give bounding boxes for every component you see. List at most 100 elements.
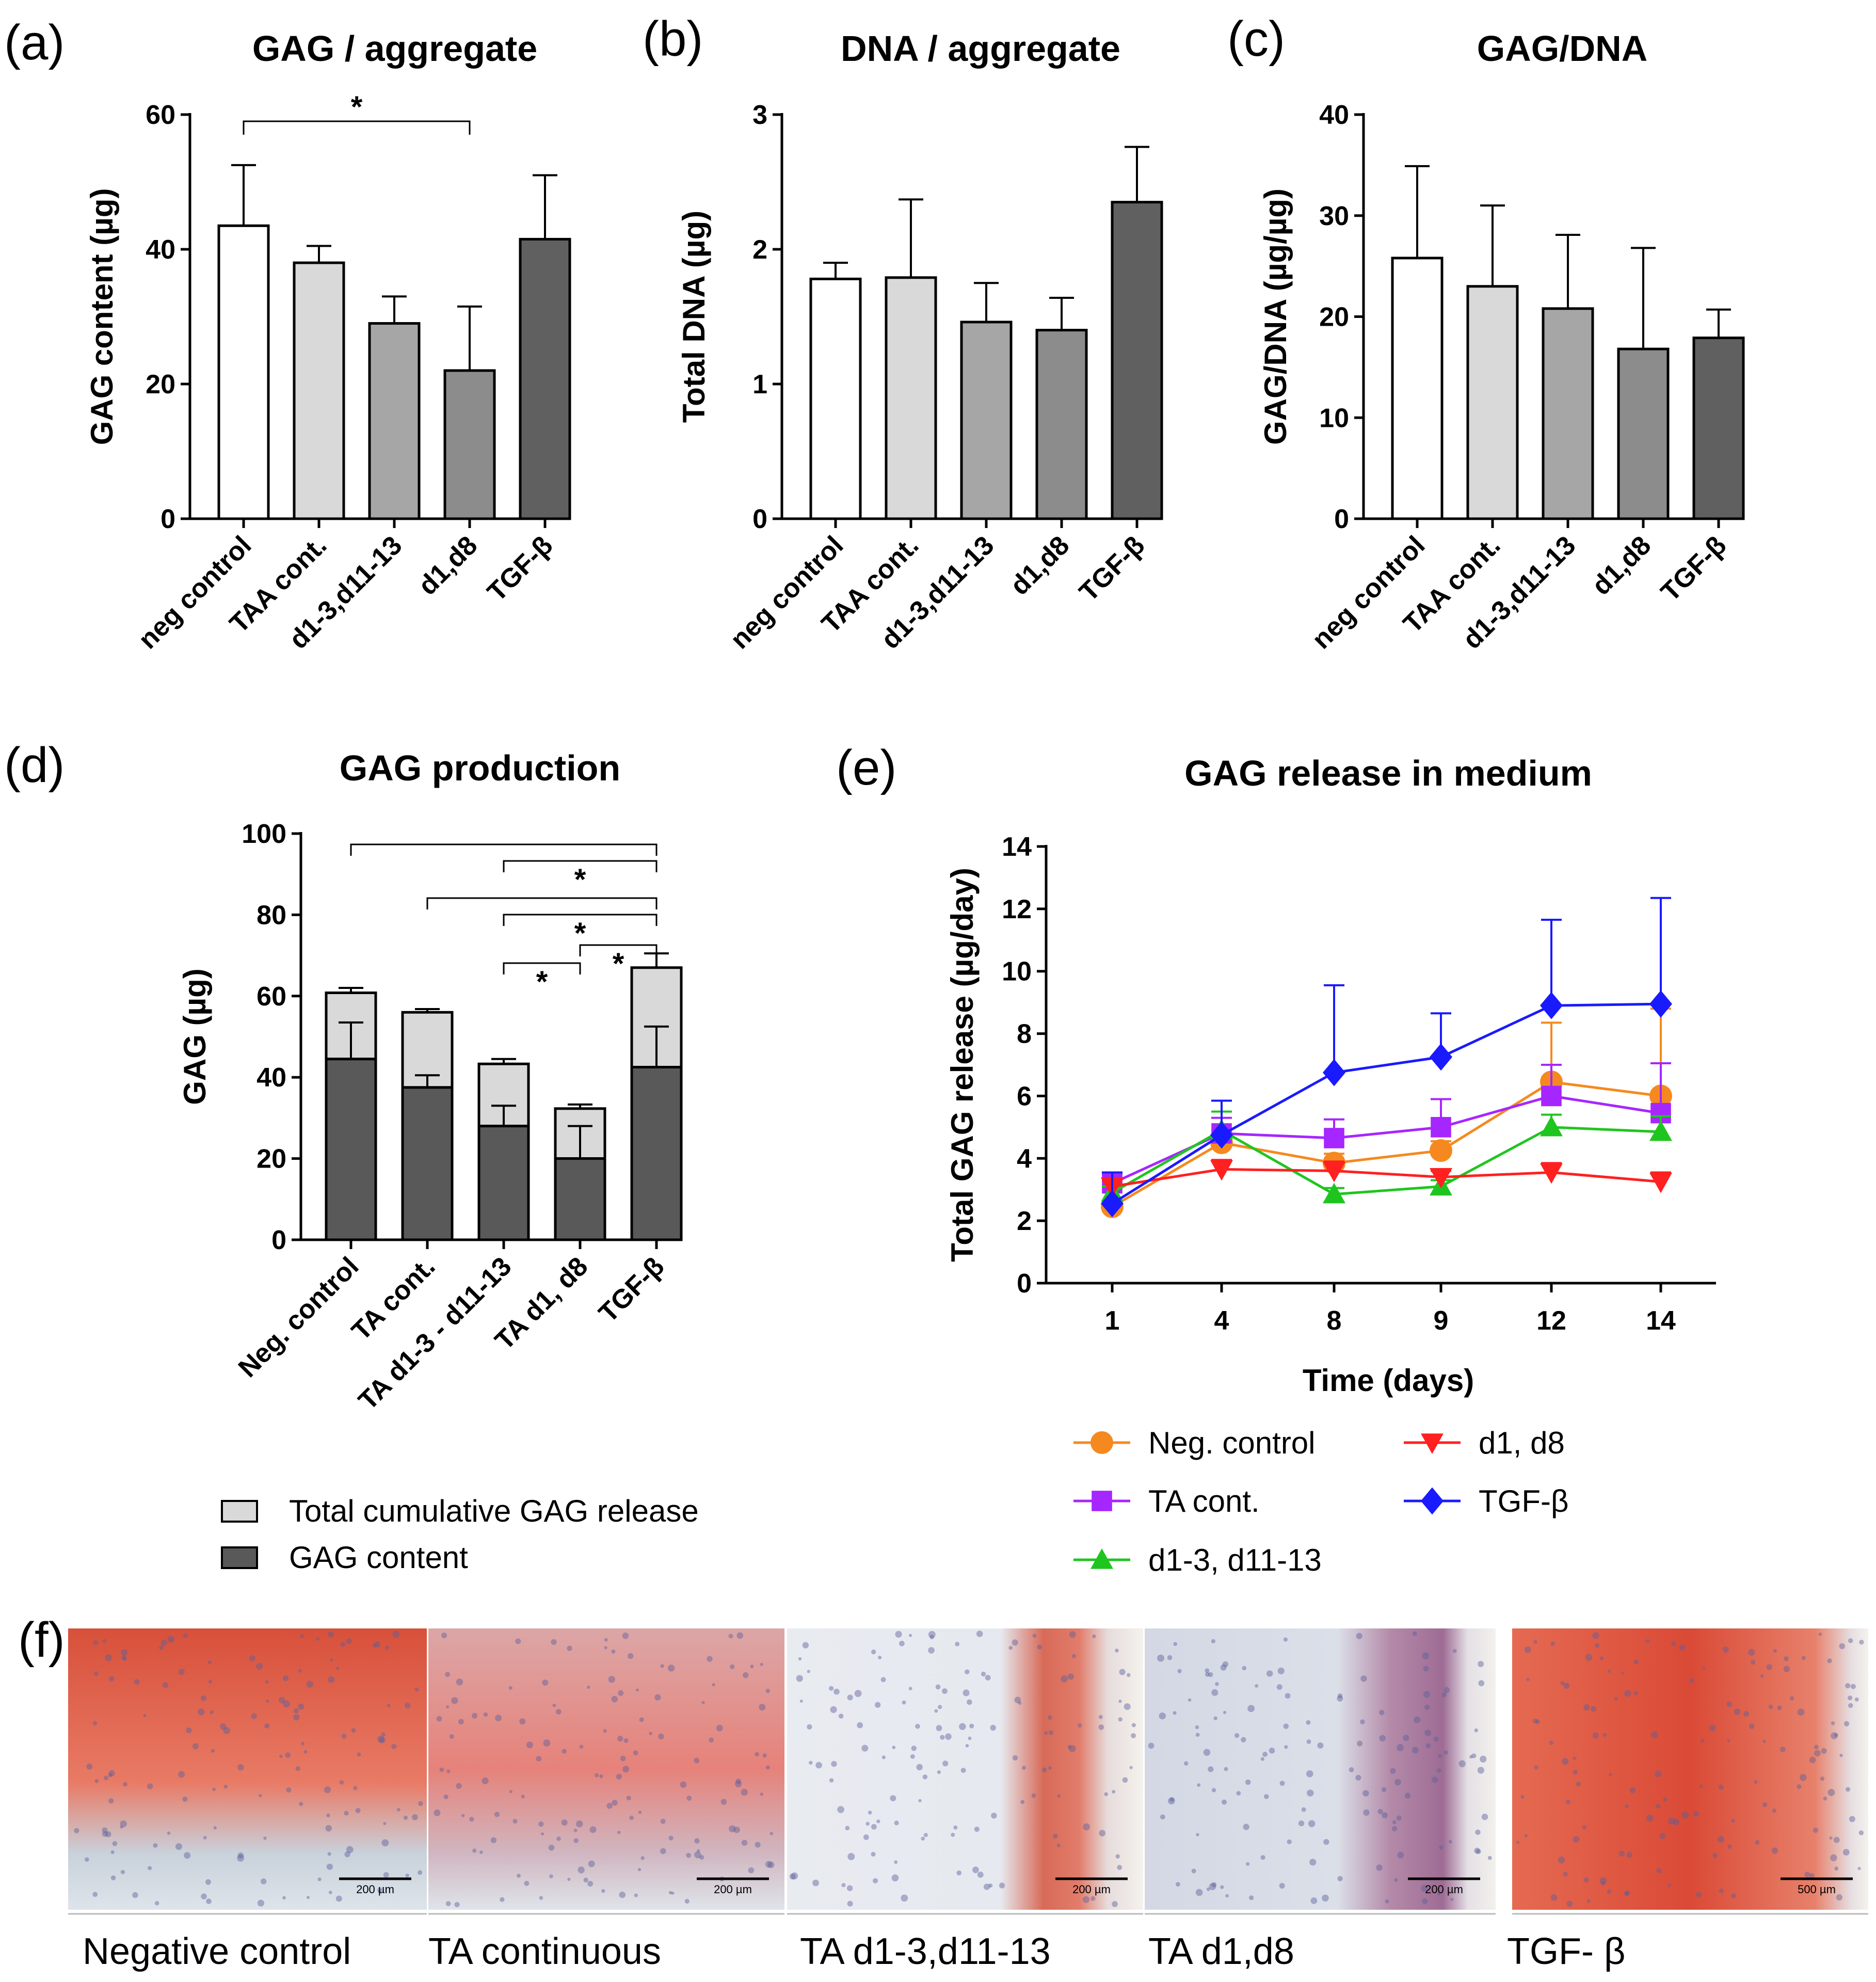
y-tick-label: 0 [271,1225,286,1255]
cell-nucleus [1625,1890,1630,1896]
cell-nucleus [159,1645,164,1650]
cell-nucleus [200,1695,206,1701]
cell-nucleus [604,1646,607,1650]
cell-nucleus [1848,1638,1853,1643]
cell-nucleus [638,1811,642,1814]
cell-nucleus [694,1838,700,1844]
cell-nucleus [74,1828,79,1833]
cell-nucleus [1475,1829,1481,1835]
cell-nucleus [956,1870,962,1876]
cell-nucleus [1203,1749,1211,1756]
cell-nucleus [1857,1866,1861,1871]
cell-nucleus [1099,1830,1106,1837]
cell-nucleus [908,1687,912,1690]
cell-nucleus [1357,1740,1363,1747]
cell-nucleus [1355,1775,1361,1781]
cell-nucleus [922,1774,928,1780]
cell-nucleus [654,1694,661,1701]
cell-nucleus [1215,1682,1219,1686]
cell-nucleus [606,1802,613,1809]
cell-nucleus [1621,1671,1624,1675]
cell-nucleus [729,1825,736,1832]
cell-nucleus [1044,1731,1048,1735]
cell-nucleus [329,1891,332,1894]
cell-nucleus [1645,1639,1650,1643]
cell-nucleus [303,1750,308,1754]
cell-nucleus [1234,1733,1240,1738]
cell-nucleus [446,1705,450,1708]
cell-nucleus [1277,1667,1285,1674]
legend-label: d1-3, d11-13 [1148,1543,1322,1577]
cell-nucleus [1223,1711,1227,1714]
cell-nucleus [1602,1733,1607,1737]
cell-nucleus [1047,1715,1052,1720]
cell-nucleus [1379,1709,1385,1716]
cell-nucleus [294,1708,299,1714]
y-tick-label: 4 [1017,1144,1032,1174]
cell-nucleus [543,1739,551,1747]
cell-nucleus [588,1860,595,1867]
series-line [1111,1094,1661,1185]
cell-nucleus [945,1733,952,1740]
cell-nucleus [1309,1859,1317,1866]
cell-nucleus [890,1795,896,1801]
cell-nucleus [1337,1876,1343,1881]
cell-nucleus [515,1638,521,1644]
cell-nucleus [175,1843,182,1850]
cell-nucleus [374,1641,381,1648]
cell-nucleus [1209,1883,1216,1890]
cell-nucleus [990,1724,996,1731]
cell-nucleus [1014,1697,1021,1703]
cell-nucleus [1726,1701,1733,1707]
cell-nucleus [1031,1793,1036,1798]
y-tick-label: 40 [256,1063,286,1093]
cell-nucleus [694,1757,700,1764]
cell-nucleus [1730,1893,1736,1899]
panel-label-c: (c) [1227,11,1285,67]
cell-nucleus [377,1887,382,1893]
cell-nucleus [1362,1790,1369,1797]
series-line [1112,1168,1661,1188]
cell-nucleus [880,1677,886,1683]
series-line [1111,1126,1661,1196]
cell-nucleus [1337,1693,1343,1699]
cell-nucleus [728,1634,733,1639]
cell-nucleus [755,1752,759,1757]
cell-nucleus [120,1820,127,1828]
cell-nucleus [1450,1898,1454,1901]
cell-nucleus [1157,1654,1164,1662]
histology-panel: 200 µm TA d1-3,d11-13 [787,1628,1143,1972]
cell-nucleus [1749,1723,1755,1729]
cell-nucleus [519,1718,526,1725]
cell-nucleus [918,1799,922,1802]
cell-nucleus [122,1657,126,1661]
cell-nucleus [1487,1856,1492,1860]
cell-nucleus [686,1795,692,1801]
cell-nucleus [381,1732,386,1737]
cell-nucleus [660,1664,664,1668]
bar [809,277,862,520]
cell-nucleus [1118,1699,1122,1703]
cell-nucleus [249,1655,255,1661]
cell-nucleus [446,1769,451,1773]
y-tick-label: 0 [1017,1269,1032,1299]
cell-nucleus [326,1863,333,1870]
cell-nucleus [760,1792,763,1796]
cell-nucleus [791,1872,798,1880]
cell-nucleus [909,1634,912,1637]
cell-nucleus [1205,1672,1210,1677]
x-tick-label: neg control [1306,530,1431,654]
cell-nucleus [206,1898,212,1904]
cell-nucleus [1263,1794,1269,1799]
cell-nucleus [938,1705,942,1709]
cell-nucleus [599,1774,603,1779]
cell-nucleus [418,1870,423,1875]
cell-nucleus [85,1857,89,1862]
bar [1035,329,1088,520]
cell-nucleus [873,1878,878,1883]
cell-nucleus [1053,1833,1058,1839]
cell-nucleus [1422,1898,1428,1904]
cell-nucleus [1609,1772,1612,1777]
cell-nucleus [671,1891,675,1895]
histology-caption: TA d1-3,d11-13 [800,1931,1051,1972]
